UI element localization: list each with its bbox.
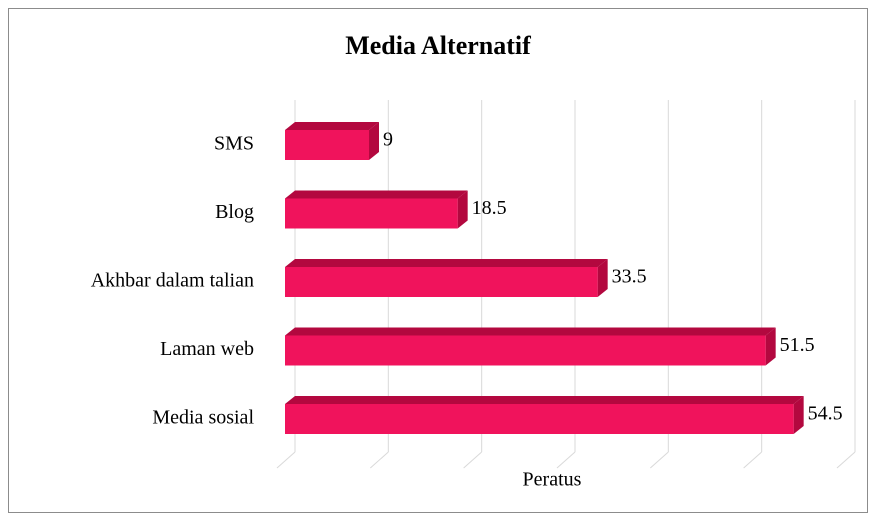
bar-top — [285, 122, 379, 130]
data-label: 54.5 — [808, 403, 843, 425]
bar-front — [285, 404, 794, 434]
bar-front — [285, 130, 369, 160]
floor-line — [743, 451, 762, 469]
bar — [285, 259, 608, 297]
y-tick-label: Laman web — [160, 338, 254, 360]
floor-line — [836, 451, 856, 469]
bar-side — [597, 259, 608, 297]
x-axis-label: Peratus — [523, 469, 582, 491]
bar-top — [285, 396, 804, 404]
bar — [285, 327, 776, 366]
y-tick-label: SMS — [214, 133, 254, 155]
bar-top — [285, 259, 608, 267]
bar-front — [285, 335, 766, 366]
floor-line — [370, 451, 389, 469]
bar-front — [285, 198, 458, 229]
data-label: 33.5 — [612, 266, 647, 288]
bar-top — [285, 190, 468, 199]
bar-front — [285, 267, 598, 297]
bar-side — [369, 122, 379, 160]
data-label: 51.5 — [780, 334, 815, 356]
bar — [285, 396, 804, 434]
bar — [285, 122, 379, 160]
y-tick-label: Blog — [215, 201, 254, 223]
floor-line — [650, 451, 669, 469]
bar-side — [793, 396, 804, 434]
bar-side — [765, 327, 776, 366]
data-label: 18.5 — [472, 197, 507, 219]
floor-line — [463, 451, 482, 469]
data-label: 9 — [383, 129, 393, 151]
floor-line — [276, 451, 296, 469]
chart-title: Media Alternatif — [345, 31, 531, 60]
bar-top — [285, 327, 776, 336]
bar — [285, 190, 468, 229]
bar-side — [457, 190, 468, 229]
floor-line — [556, 451, 576, 469]
y-tick-label: Media sosial — [152, 407, 254, 429]
y-tick-label: Akhbar dalam talian — [91, 270, 254, 292]
